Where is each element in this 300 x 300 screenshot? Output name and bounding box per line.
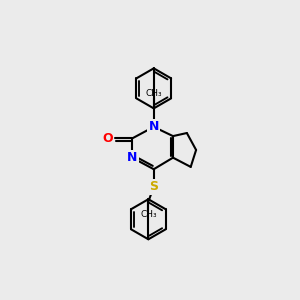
Text: CH₃: CH₃ <box>140 210 157 219</box>
Text: N: N <box>127 151 137 164</box>
Text: O: O <box>102 132 113 145</box>
Text: N: N <box>148 120 159 134</box>
Text: CH₃: CH₃ <box>146 88 162 98</box>
Text: S: S <box>149 180 158 194</box>
